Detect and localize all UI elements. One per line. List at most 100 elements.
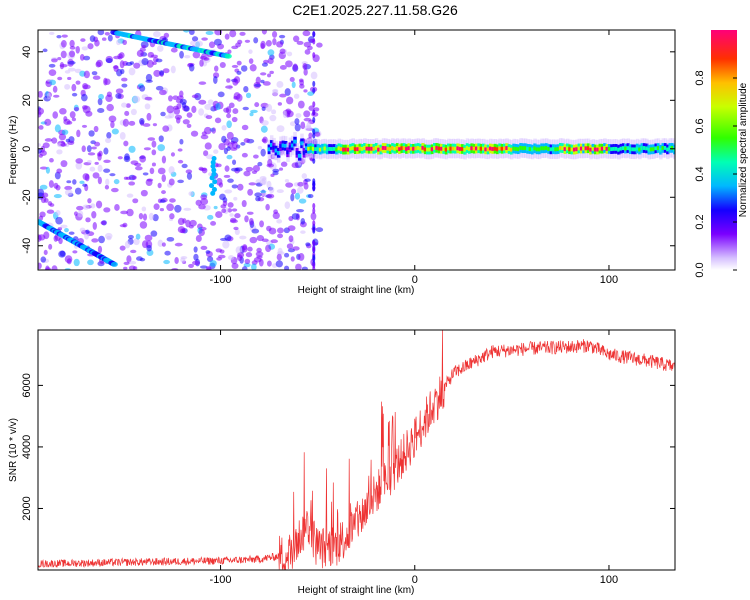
spectrogram-cell — [80, 38, 86, 42]
spectrogram-cell — [600, 146, 605, 151]
spectrogram-cell — [142, 172, 149, 176]
spectrogram-cell — [152, 214, 159, 222]
spectrogram-cell — [83, 70, 90, 79]
spectrogram-cell — [360, 146, 365, 151]
spectrogram-cell — [470, 146, 474, 151]
y-tick-label: 6000 — [21, 373, 33, 397]
spectrogram-cell — [195, 234, 202, 242]
spectrogram-cell — [192, 51, 201, 59]
spectrogram-cell — [49, 31, 55, 36]
spectrogram-cell — [312, 227, 316, 234]
spectrogram-cell — [596, 147, 600, 152]
spectrogram-cell — [279, 144, 283, 149]
spectrogram-cell — [97, 245, 103, 254]
spectrogram-cell — [248, 49, 253, 54]
spectrogram-cell — [267, 158, 273, 167]
spectrogram-cell — [295, 150, 300, 155]
spectrogram-cell — [123, 266, 128, 270]
spectrogram-cell — [232, 108, 239, 115]
spectrogram-cell — [193, 246, 198, 253]
spectrogram-cell — [233, 226, 239, 231]
spectrogram-cell — [398, 147, 402, 152]
spectrogram-cell — [43, 249, 48, 256]
spectrogram-cell — [222, 200, 228, 207]
spectrogram-cell — [179, 50, 184, 59]
spectrogram-cell — [174, 256, 179, 264]
spectrogram-cell — [297, 100, 305, 109]
spectrogram-cell — [231, 64, 239, 68]
spectrogram-cell — [250, 109, 258, 114]
spectrogram-cell — [186, 172, 193, 180]
spectrogram-cell — [121, 102, 128, 108]
spectrogram-cell — [208, 183, 214, 189]
spectrogram-cell — [291, 188, 297, 195]
spectrogram-cell — [226, 120, 232, 129]
spectrogram-cell — [302, 30, 311, 37]
spectrogram-cell — [248, 217, 254, 226]
spectrogram-cell — [211, 187, 217, 193]
spectrogram-cell — [106, 131, 112, 139]
spectrogram-cell — [183, 105, 190, 112]
spectrogram-cell — [136, 49, 144, 58]
spectrogram-cell — [309, 146, 314, 151]
spectrogram-cell — [236, 93, 243, 102]
spectrogram-cell — [447, 146, 451, 151]
spectrogram-cell — [477, 146, 481, 151]
spectrogram-cell — [214, 65, 219, 72]
spectrogram-cell — [519, 145, 523, 150]
spectrogram-cell — [123, 261, 130, 266]
spectrogram-cell — [120, 68, 125, 75]
spectrogram-cell — [386, 146, 390, 151]
spectrogram-cell — [229, 213, 234, 217]
spectrogram-cell — [39, 166, 48, 170]
spectrogram-cell — [166, 203, 174, 212]
spectrogram-cell — [254, 192, 262, 198]
x-tick-label: 0 — [412, 274, 418, 286]
spectrogram-cell — [652, 147, 656, 152]
spectrogram-cell — [267, 147, 272, 152]
spectrogram-cell — [254, 83, 262, 87]
spectrogram-cell — [146, 244, 152, 252]
colorbar-gradient — [711, 30, 737, 270]
spectrogram-cell — [117, 53, 123, 60]
spectrogram-cell — [285, 96, 294, 105]
spectrogram-cell — [46, 209, 55, 214]
spectrogram-cell — [440, 146, 444, 151]
spectrogram-cell — [293, 93, 300, 99]
spectrogram-cell — [295, 263, 302, 270]
spectrogram-cell — [232, 141, 238, 150]
spectrogram-cell — [117, 156, 123, 160]
spectrogram-cell — [266, 180, 272, 189]
spectrogram-cell — [300, 218, 306, 225]
spectrogram-cell — [514, 146, 519, 151]
spectrogram-cell — [323, 146, 328, 151]
spectrogram-cell — [128, 265, 136, 270]
spectrogram-cell — [312, 80, 316, 87]
spectrogram-cell — [458, 147, 463, 151]
spectrogram-cell — [172, 95, 179, 101]
spectrogram-cell — [159, 199, 166, 203]
spectrogram-cell — [224, 53, 232, 59]
spectrogram-cell — [276, 219, 283, 224]
spectrogram-cell — [414, 146, 418, 151]
spectrogram-cell — [603, 146, 607, 150]
spectrogram-cell — [38, 148, 42, 154]
spectrogram-cell — [370, 146, 374, 151]
spectrogram-cell — [71, 83, 77, 92]
spectrogram-cell — [134, 166, 143, 171]
spectrogram-cell — [85, 110, 93, 117]
spectrogram-cell — [142, 123, 151, 127]
spectrogram-cell — [295, 113, 302, 118]
spectrogram-cell — [198, 108, 205, 116]
spectrogram-cell — [270, 173, 275, 178]
spectrogram-cell — [55, 209, 61, 216]
spectrogram-cell — [147, 137, 156, 141]
spectrogram-cell — [374, 145, 379, 150]
spectrogram-cell — [277, 102, 283, 106]
spectrogram-cell — [444, 147, 449, 152]
spectrogram-cell — [164, 115, 173, 119]
spectrogram-cell — [97, 108, 105, 113]
spectrogram-cell — [260, 72, 267, 76]
spectrogram-frame — [37, 29, 676, 271]
spectrogram-cell — [87, 198, 92, 204]
